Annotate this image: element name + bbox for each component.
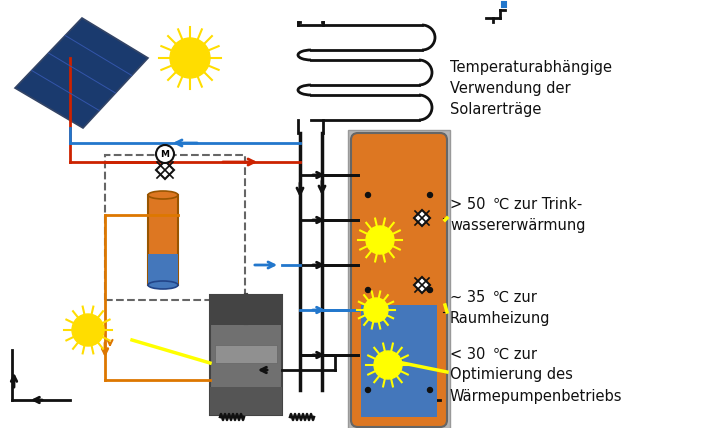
Circle shape bbox=[365, 288, 371, 292]
Polygon shape bbox=[414, 210, 430, 226]
Text: < 30  ℃ zur
Optimierung des
Wärmepumpenbetriebs: < 30 ℃ zur Optimierung des Wärmepumpenbe… bbox=[450, 347, 622, 404]
Circle shape bbox=[427, 387, 432, 392]
Bar bbox=[148, 195, 178, 285]
Circle shape bbox=[364, 298, 388, 322]
Circle shape bbox=[427, 288, 432, 292]
Circle shape bbox=[365, 193, 371, 197]
Text: M: M bbox=[160, 149, 170, 158]
Ellipse shape bbox=[148, 281, 178, 289]
Circle shape bbox=[170, 38, 210, 78]
Circle shape bbox=[72, 314, 104, 346]
Bar bbox=[215, 345, 277, 363]
Text: Temperaturabhängige
Verwendung der
Solarerträge: Temperaturabhängige Verwendung der Solar… bbox=[450, 59, 612, 116]
Bar bbox=[210, 387, 282, 415]
Circle shape bbox=[366, 226, 394, 254]
Bar bbox=[361, 305, 437, 417]
Polygon shape bbox=[156, 161, 174, 179]
FancyBboxPatch shape bbox=[351, 133, 447, 427]
Circle shape bbox=[156, 145, 174, 163]
Polygon shape bbox=[414, 277, 430, 293]
Circle shape bbox=[365, 387, 371, 392]
Circle shape bbox=[374, 351, 402, 379]
Bar bbox=[210, 295, 282, 325]
Text: ~ 35  ℃ zur
Raumheizung: ~ 35 ℃ zur Raumheizung bbox=[450, 290, 550, 326]
Text: > 50  ℃ zur Trink-
wassererwärmung: > 50 ℃ zur Trink- wassererwärmung bbox=[450, 197, 585, 233]
Ellipse shape bbox=[148, 191, 178, 199]
Bar bbox=[348, 130, 450, 428]
Bar bbox=[105, 155, 245, 300]
Bar bbox=[148, 254, 178, 285]
Polygon shape bbox=[15, 18, 148, 128]
Circle shape bbox=[427, 193, 432, 197]
Bar bbox=[210, 295, 282, 415]
Circle shape bbox=[397, 357, 402, 363]
